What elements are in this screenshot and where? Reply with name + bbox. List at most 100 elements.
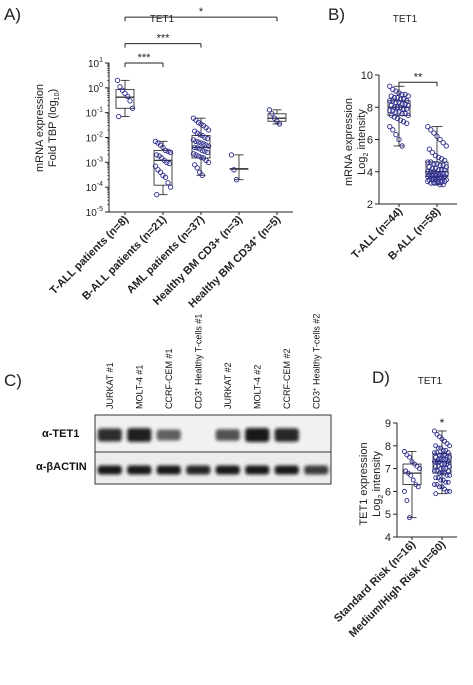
panel-d-data-point bbox=[442, 438, 447, 444]
panel-d-data-point bbox=[443, 447, 449, 453]
panel-d-data-point bbox=[414, 463, 420, 469]
panel-d-ylabel-line2: Log2 intensity bbox=[371, 451, 385, 517]
panel-a-data-point bbox=[200, 141, 207, 147]
panel-a-data-point bbox=[116, 113, 122, 120]
panel-d-data-point bbox=[415, 484, 421, 490]
panel-d-data-point bbox=[437, 434, 442, 440]
blot-lane-label: CCRF-CEM #2 bbox=[282, 348, 292, 409]
panel-d-data-point bbox=[447, 443, 453, 449]
panel-b-data-point bbox=[434, 133, 440, 139]
blot-band bbox=[97, 465, 122, 475]
panel-d-data-point bbox=[439, 470, 445, 476]
panel-a-data-point bbox=[269, 111, 275, 117]
panel-a-sig-label: * bbox=[199, 6, 204, 18]
panel-a-data-point bbox=[195, 139, 202, 145]
panel-a-data-point bbox=[165, 148, 171, 154]
panel-d-data-point bbox=[440, 457, 446, 462]
panel-d-data-point bbox=[443, 479, 449, 485]
panel-b-data-point bbox=[394, 104, 401, 110]
panel-b-data-point bbox=[405, 112, 411, 118]
panel-a-data-point bbox=[160, 144, 166, 151]
panel-b-data-point bbox=[429, 149, 436, 156]
panel-d-data-point bbox=[445, 479, 451, 485]
panel-d-ytick-label: 4 bbox=[385, 532, 391, 544]
blot-band bbox=[186, 465, 211, 475]
panel-a-data-point bbox=[167, 149, 174, 156]
panel-b-data-point bbox=[431, 180, 437, 186]
panel-a-data-point bbox=[199, 147, 205, 154]
panel-a-data-point bbox=[127, 98, 133, 104]
panel-d-data-point bbox=[434, 468, 440, 474]
panel-a-letter: A) bbox=[4, 5, 21, 24]
panel-a-data-point bbox=[205, 159, 212, 165]
panel-d-data-point bbox=[431, 450, 437, 456]
panel-d-data-point bbox=[431, 482, 437, 488]
panel-d-data-point bbox=[407, 454, 412, 460]
panel-d-data-point bbox=[447, 463, 453, 469]
panel-d-data-point bbox=[443, 466, 449, 472]
blot-band bbox=[304, 465, 329, 475]
panel-b-data-point bbox=[393, 99, 399, 106]
panel-b-data-point bbox=[428, 180, 434, 186]
panel-b-data-point bbox=[431, 161, 437, 167]
panel-a-data-point bbox=[195, 153, 202, 159]
panel-d-data-point bbox=[447, 454, 453, 460]
panel-a-sig-label: *** bbox=[157, 33, 171, 45]
panel-b-data-point bbox=[405, 93, 411, 99]
panel-a-data-point bbox=[205, 143, 212, 149]
panel-b-ylabel-line2: Log2 intensity bbox=[356, 109, 370, 175]
panel-d-data-point bbox=[410, 477, 416, 483]
panel-d-data-point bbox=[444, 441, 450, 446]
panel-a-ytick-label: 10-2 bbox=[86, 132, 103, 145]
panel-d-data-point bbox=[435, 445, 441, 451]
panel-d-title: TET1 bbox=[418, 376, 443, 387]
blot-lane-label: MOLT-4 #1 bbox=[134, 365, 144, 409]
blot-band bbox=[245, 465, 270, 475]
panel-d-data-point bbox=[447, 488, 453, 494]
panel-d-data-point bbox=[434, 459, 440, 465]
panel-b-data-point bbox=[425, 123, 431, 130]
panel-d-ylabel-line1: TET1 expression bbox=[358, 442, 370, 525]
panel-d-data-point bbox=[438, 477, 444, 483]
panel-d-data-point bbox=[434, 482, 440, 488]
panel-a-chart: A) TET1 mRNA expression Fold TBP (log10)… bbox=[4, 5, 293, 310]
panel-d-data-point bbox=[445, 450, 451, 456]
panel-b-sig-label: ** bbox=[414, 71, 423, 83]
blot-band bbox=[274, 465, 299, 475]
blot-row-label-actin: α-βACTIN bbox=[36, 461, 87, 473]
panel-a-data-point bbox=[193, 152, 199, 158]
panel-b-data-point bbox=[393, 109, 399, 115]
panel-a-data-point bbox=[162, 174, 169, 180]
panel-d-data-point bbox=[435, 463, 441, 469]
panel-d-data-point bbox=[404, 498, 410, 503]
panel-a-data-point bbox=[271, 115, 278, 121]
panel-b-data-point bbox=[393, 132, 399, 138]
panel-a-data-point bbox=[162, 147, 169, 154]
panel-b-data-point bbox=[399, 143, 405, 149]
panel-a-data-point bbox=[129, 105, 136, 111]
panel-b-data-point bbox=[426, 146, 432, 152]
panel-a-ytick-label: 100 bbox=[88, 82, 103, 95]
panel-c-western-blot: C) α-TET1 α-βACTIN JURKAT #1 MOLT-4 #1 CCR… bbox=[4, 314, 332, 485]
panel-d-data-point bbox=[431, 468, 437, 474]
panel-d-data-point bbox=[440, 447, 446, 453]
panel-b-ytick-label: 6 bbox=[367, 135, 373, 147]
panel-a-ytick-label: 10-5 bbox=[86, 206, 103, 219]
panel-d-data-point bbox=[439, 461, 445, 467]
panel-a-data-point bbox=[154, 191, 160, 198]
panel-d-ytick-label: 5 bbox=[385, 509, 391, 521]
panel-b-data-point bbox=[437, 136, 443, 143]
panel-b-letter: B) bbox=[328, 5, 345, 24]
panel-d-data-point bbox=[431, 459, 437, 465]
panel-a-title: TET1 bbox=[150, 14, 175, 25]
panel-a-data-point bbox=[164, 159, 170, 165]
panel-d-data-point bbox=[440, 466, 446, 472]
panel-a-data-point bbox=[192, 162, 198, 168]
panel-a-data-point bbox=[197, 169, 203, 175]
panel-d-data-point bbox=[438, 466, 444, 472]
panel-d-data-point bbox=[401, 488, 407, 494]
panel-b-data-point bbox=[437, 181, 443, 188]
panel-d-data-point bbox=[439, 452, 445, 458]
blot-band bbox=[156, 429, 181, 441]
